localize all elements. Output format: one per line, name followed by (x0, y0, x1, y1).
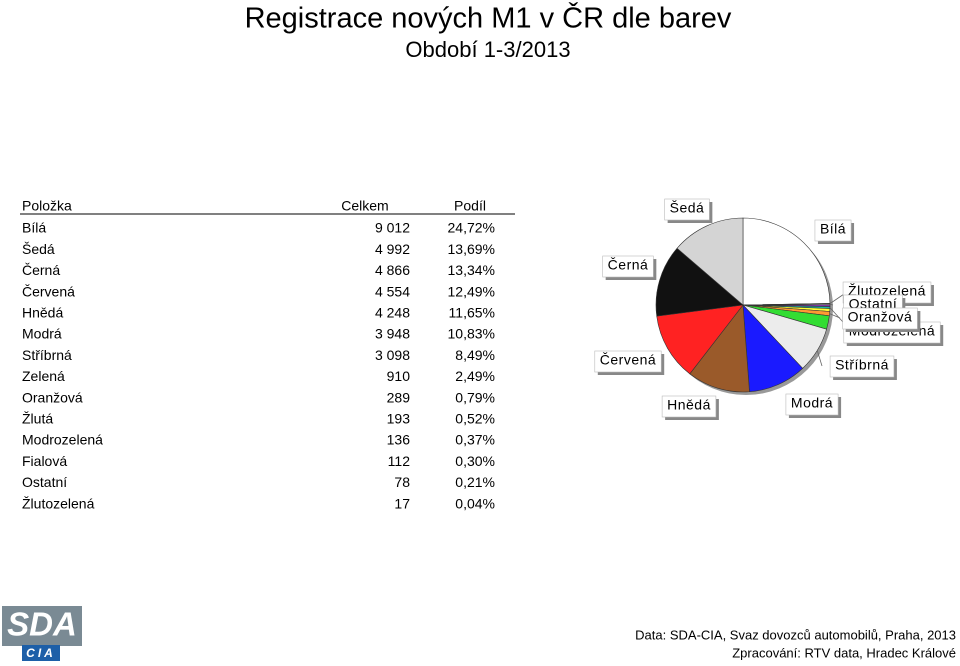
table-cell: Ostatní (22, 474, 67, 490)
label-bg (594, 350, 662, 373)
label-box (829, 355, 897, 380)
slice-label: Modrá (791, 395, 833, 411)
table-cell: Červená (22, 283, 75, 299)
table-cell: Černá (22, 262, 60, 278)
table-cell: 0,04% (455, 495, 495, 511)
pie-chart: BíláŽlutozelenáOstatníModrozelenáOranžov… (594, 198, 944, 420)
logo: SDA CIA (2, 606, 82, 661)
label-box (842, 307, 921, 332)
table-cell: 11,65% (449, 305, 495, 321)
table-cell: Žlutozelená (22, 495, 95, 511)
table-cell: Žlutá (22, 411, 53, 427)
table-cell: 910 (387, 368, 411, 384)
table-cell: 0,30% (455, 453, 495, 469)
table-cell: Stříbrná (22, 347, 72, 363)
label-bg (785, 393, 839, 416)
label-box (661, 395, 719, 420)
table-cell: 9 012 (375, 220, 410, 236)
label-bg (829, 355, 895, 378)
label-bg (602, 255, 654, 278)
table-header: Celkem (341, 198, 388, 214)
table-cell: 24,72% (448, 220, 495, 236)
label-box (785, 393, 842, 418)
table-cell: 78 (394, 474, 410, 490)
table-cell: 0,79% (455, 389, 495, 405)
label-bg (661, 395, 717, 418)
table-cell: Fialová (22, 453, 67, 469)
pie-slice (676, 217, 744, 306)
table-cell: 13,34% (448, 262, 495, 278)
table-cell: 4 248 (375, 305, 410, 321)
label-box (594, 350, 665, 375)
table-cell: 112 (388, 453, 411, 469)
table-cell: Šedá (22, 241, 55, 257)
label-bg (814, 219, 852, 242)
table-cell: 4 866 (375, 262, 410, 278)
slice-label: Černá (608, 257, 649, 273)
pie-slice (742, 217, 831, 306)
label-bg (842, 307, 918, 330)
label-box (602, 255, 657, 280)
logo-text: SDA (7, 606, 77, 643)
pie-slice (655, 247, 744, 317)
slice-label: Červená (600, 352, 656, 368)
slice-label: Šedá (670, 200, 705, 216)
table-cell: 3 948 (375, 326, 410, 342)
table-cell: 0,21% (455, 474, 495, 490)
table-cell: 10,83% (448, 326, 495, 342)
table-cell: 4 992 (375, 241, 410, 257)
table-cell: Modrozelená (22, 432, 103, 448)
table-cell: 2,49% (455, 368, 495, 384)
table-cell: 289 (387, 389, 411, 405)
table-cell: 3 098 (375, 347, 410, 363)
table-cell: Bílá (22, 220, 46, 236)
label-box (664, 198, 713, 223)
table-cell: Hnědá (22, 305, 63, 321)
slice-label: Oranžová (848, 309, 913, 325)
table-cell: 8,49% (455, 347, 495, 363)
pie-slice (656, 304, 744, 375)
table-cell: 136 (387, 432, 411, 448)
subtitle: Období 1-3/2013 (405, 37, 570, 62)
logo-bottom (22, 645, 60, 661)
table-cell: 13,69% (448, 241, 495, 257)
table-cell: 0,37% (455, 432, 495, 448)
slice-label: Stříbrná (835, 357, 889, 373)
pie-slice (689, 304, 750, 393)
table-cell: Modrá (22, 326, 62, 342)
leader-line (829, 313, 841, 319)
source: Data: SDA-CIA, Svaz dovozců automobilů, … (635, 627, 956, 642)
label-box (814, 219, 855, 244)
leader-line (816, 350, 823, 367)
table-cell: 193 (387, 411, 411, 427)
title: Registrace nových M1 v ČR dle barev (245, 1, 732, 35)
table: Položka Celkem Podíl Bílá 9 012 24,72% Šedá 4 9… (22, 198, 495, 512)
table-header: Podíl (454, 198, 486, 214)
table-cell: 4 554 (375, 283, 410, 299)
label-bg (664, 198, 710, 221)
processed: Zpracování: RTV data, Hradec Králové (732, 645, 956, 660)
slice-label: Hnědá (667, 397, 711, 413)
table-cell: 12,49% (448, 283, 495, 299)
table-header: Položka (22, 198, 72, 214)
slice-label: Bílá (820, 221, 846, 237)
logo-top (2, 606, 82, 646)
table-cell: 0,52% (455, 411, 495, 427)
logo-subtext: CIA (26, 646, 56, 660)
leader-line (829, 303, 834, 306)
table-cell: 17 (394, 495, 410, 511)
table-cell: Oranžová (22, 389, 83, 405)
table-cell: Zelená (22, 368, 65, 384)
